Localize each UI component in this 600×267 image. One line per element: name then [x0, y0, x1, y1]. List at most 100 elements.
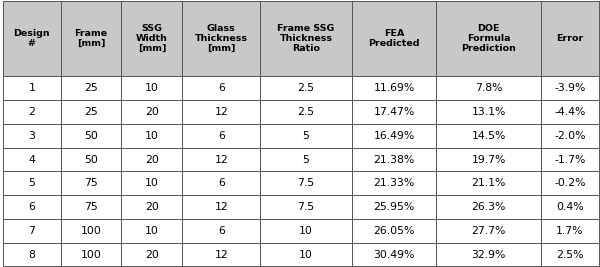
- Text: 5: 5: [302, 131, 310, 141]
- Text: 32.9%: 32.9%: [472, 250, 506, 260]
- Bar: [3, 76, 61, 100]
- Bar: [3, 243, 61, 266]
- Text: 27.7%: 27.7%: [472, 226, 506, 236]
- Bar: [3, 124, 61, 148]
- Bar: [541, 124, 599, 148]
- Bar: [61, 148, 121, 171]
- Bar: [121, 76, 182, 100]
- Text: 12: 12: [214, 250, 228, 260]
- Text: 20: 20: [145, 250, 159, 260]
- Bar: [121, 100, 182, 124]
- Text: 1: 1: [28, 83, 35, 93]
- Text: 10: 10: [145, 83, 159, 93]
- Text: 75: 75: [84, 202, 98, 212]
- Text: 21.33%: 21.33%: [373, 178, 415, 188]
- Text: 6: 6: [218, 131, 225, 141]
- Text: -2.0%: -2.0%: [554, 131, 586, 141]
- Text: -4.4%: -4.4%: [554, 107, 586, 117]
- Bar: [436, 100, 541, 124]
- Bar: [182, 100, 260, 124]
- Text: DOE
Formula
Prediction: DOE Formula Prediction: [461, 23, 516, 53]
- Text: 10: 10: [145, 131, 159, 141]
- Bar: [3, 219, 61, 243]
- Text: 2.5%: 2.5%: [556, 250, 584, 260]
- Text: 10: 10: [299, 250, 313, 260]
- Bar: [541, 76, 599, 100]
- Text: -1.7%: -1.7%: [554, 155, 586, 164]
- Bar: [121, 148, 182, 171]
- Text: 19.7%: 19.7%: [472, 155, 506, 164]
- Bar: [436, 243, 541, 266]
- Bar: [61, 1, 121, 76]
- Text: 100: 100: [80, 250, 101, 260]
- Text: 17.47%: 17.47%: [373, 107, 415, 117]
- Text: 0.4%: 0.4%: [556, 202, 584, 212]
- Bar: [260, 76, 352, 100]
- Text: Design
#: Design #: [13, 29, 50, 48]
- Bar: [182, 243, 260, 266]
- Text: -0.2%: -0.2%: [554, 178, 586, 188]
- Text: -3.9%: -3.9%: [554, 83, 586, 93]
- Bar: [541, 243, 599, 266]
- Bar: [182, 76, 260, 100]
- Bar: [182, 171, 260, 195]
- Bar: [352, 243, 436, 266]
- Bar: [3, 195, 61, 219]
- Text: 26.05%: 26.05%: [373, 226, 415, 236]
- Bar: [436, 148, 541, 171]
- Text: 25: 25: [84, 107, 98, 117]
- Bar: [121, 219, 182, 243]
- Text: 4: 4: [28, 155, 35, 164]
- Text: 6: 6: [218, 178, 225, 188]
- Text: 25.95%: 25.95%: [373, 202, 415, 212]
- Text: 8: 8: [28, 250, 35, 260]
- Bar: [61, 76, 121, 100]
- Text: Glass
Thickness
[mm]: Glass Thickness [mm]: [195, 23, 248, 53]
- Text: 7.5: 7.5: [298, 178, 314, 188]
- Bar: [436, 1, 541, 76]
- Bar: [3, 1, 61, 76]
- Text: 7.8%: 7.8%: [475, 83, 503, 93]
- Bar: [121, 1, 182, 76]
- Bar: [182, 124, 260, 148]
- Bar: [61, 171, 121, 195]
- Bar: [61, 124, 121, 148]
- Bar: [541, 100, 599, 124]
- Text: 12: 12: [214, 202, 228, 212]
- Bar: [260, 219, 352, 243]
- Text: FEA
Predicted: FEA Predicted: [368, 29, 420, 48]
- Bar: [436, 124, 541, 148]
- Text: 50: 50: [84, 131, 98, 141]
- Bar: [3, 100, 61, 124]
- Bar: [61, 243, 121, 266]
- Bar: [352, 219, 436, 243]
- Text: 2.5: 2.5: [298, 83, 314, 93]
- Text: 12: 12: [214, 155, 228, 164]
- Text: 10: 10: [145, 178, 159, 188]
- Text: 10: 10: [145, 226, 159, 236]
- Text: 13.1%: 13.1%: [472, 107, 506, 117]
- Bar: [121, 171, 182, 195]
- Text: 21.1%: 21.1%: [472, 178, 506, 188]
- Text: 14.5%: 14.5%: [472, 131, 506, 141]
- Bar: [121, 195, 182, 219]
- Bar: [260, 124, 352, 148]
- Bar: [436, 219, 541, 243]
- Bar: [260, 243, 352, 266]
- Bar: [182, 148, 260, 171]
- Bar: [182, 219, 260, 243]
- Text: 6: 6: [218, 83, 225, 93]
- Bar: [436, 195, 541, 219]
- Text: 5: 5: [28, 178, 35, 188]
- Bar: [352, 148, 436, 171]
- Text: 6: 6: [28, 202, 35, 212]
- Bar: [260, 1, 352, 76]
- Text: Error: Error: [556, 34, 584, 43]
- Bar: [3, 171, 61, 195]
- Text: 1.7%: 1.7%: [556, 226, 584, 236]
- Bar: [352, 76, 436, 100]
- Bar: [260, 148, 352, 171]
- Text: 7.5: 7.5: [298, 202, 314, 212]
- Text: 12: 12: [214, 107, 228, 117]
- Bar: [541, 219, 599, 243]
